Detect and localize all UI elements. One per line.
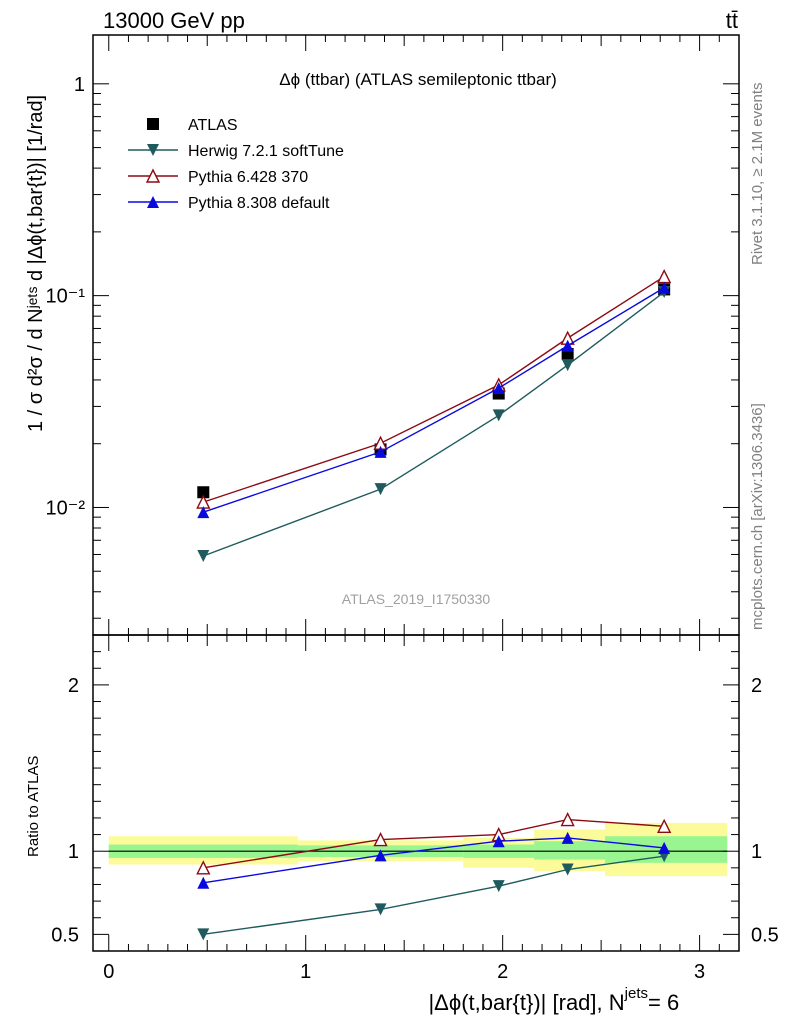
ratio-frame	[92, 634, 740, 952]
header-right: tt̄	[726, 8, 738, 33]
main-point-herwig-7-2-1-softtune	[197, 550, 210, 563]
ratio-ytick-label: 0.5	[51, 924, 79, 946]
legend-label: Pythia 8.308 default	[188, 195, 330, 212]
ratio-point-herwig-7-2-1-softtune	[197, 928, 210, 941]
legend-label: ATLAS	[188, 117, 238, 134]
ratio-point-pythia-6-428-370	[373, 832, 388, 847]
mcplots-label: mcplots.cern.ch [arXiv:1306.3436]	[749, 403, 766, 630]
legend-marker	[147, 118, 159, 130]
main-point-herwig-7-2-1-softtune	[374, 483, 387, 496]
x-axis-label: |Δϕ(t,bar{t})| [rad], Njets	[428, 985, 648, 1015]
main-line-pythia-6-428-370	[203, 276, 665, 503]
header-left: 13000 GeV pp	[103, 8, 245, 33]
ratio-point-pythia-8-308-default	[197, 876, 210, 889]
ratio-point-herwig-7-2-1-softtune	[374, 903, 387, 916]
legend-marker	[147, 144, 159, 156]
ratio-point-pythia-6-428-370	[196, 860, 211, 875]
legend: ATLAS Herwig 7.2.1 softTune Pythia 6.428 3…	[128, 117, 344, 212]
ratio-point-pythia-8-308-default	[561, 831, 574, 844]
ratio-point-pythia-8-308-default	[374, 849, 387, 862]
main-ytick-label: 1	[74, 74, 85, 96]
x-axis-label-suffix: = 6	[648, 990, 679, 1015]
ratio-point-pythia-6-428-370	[657, 818, 672, 833]
ratio-point-herwig-7-2-1-softtune	[492, 880, 505, 893]
main-point-pythia-8-308-default	[561, 339, 574, 352]
ratio-point-pythia-8-308-default	[658, 841, 671, 854]
main-point-pythia-6-428-370	[657, 269, 672, 284]
legend-label: Herwig 7.2.1 softTune	[188, 143, 344, 160]
ratio-xtick-label: 2	[497, 961, 508, 983]
legend-label: Pythia 6.428 370	[188, 169, 308, 186]
main-point-pythia-8-308-default	[197, 506, 210, 519]
main-panel: 10⁻² 10⁻¹ 1 Δϕ (ttbar) (ATLAS semileptonic…	[25, 34, 740, 636]
main-line-herwig-7-2-1-softtune	[203, 291, 665, 557]
x-axis-label-sup: jets	[624, 985, 648, 1002]
main-ylabel: 1 / σ d²σ / d Nʲᵉᵗˢ d |Δϕ(t,bar{t})| [1/…	[25, 95, 47, 432]
main-point-pythia-8-308-default	[374, 445, 387, 458]
ratio-xtick-label: 1	[300, 961, 311, 983]
rivet-label: Rivet 3.1.10, ≥ 2.1M events	[749, 83, 766, 266]
main-point-herwig-7-2-1-softtune	[492, 409, 505, 422]
ratio-ytick-label-right: 0.5	[751, 924, 779, 946]
ratio-band-inner	[534, 841, 606, 860]
legend-marker	[145, 168, 161, 183]
ratio-point-pythia-8-308-default	[492, 835, 505, 848]
main-point-herwig-7-2-1-softtune	[561, 359, 574, 372]
ratio-ytick-label-right: 2	[751, 675, 762, 697]
main-ytick-label: 10⁻²	[46, 497, 86, 519]
legend-marker	[147, 196, 159, 208]
ratio-ytick-label: 1	[68, 841, 79, 863]
ratio-point-pythia-6-428-370	[560, 812, 575, 827]
main-point-pythia-8-308-default	[492, 382, 505, 395]
main-point-atlas	[197, 486, 210, 499]
main-point-pythia-8-308-default	[658, 281, 671, 294]
ratio-ylabel: Ratio to ATLAS	[25, 756, 42, 857]
plot-title: Δϕ (ttbar) (ATLAS semileptonic ttbar)	[279, 70, 557, 89]
ratio-xtick-label: 0	[103, 961, 114, 983]
ratio-panel: 0.5 0.5 1 1 2 2 0 1 2 3 Ratio to ATLAS |Δϕ(t,bar{…	[25, 634, 779, 1015]
ratio-ytick-label-right: 1	[751, 841, 762, 863]
ratio-ytick-label: 2	[68, 675, 79, 697]
main-ytick-label: 10⁻¹	[46, 286, 86, 308]
ratio-xtick-label: 3	[694, 961, 705, 983]
x-axis-label-main: |Δϕ(t,bar{t})| [rad], N	[428, 990, 624, 1015]
watermark: ATLAS_2019_I1750330	[342, 591, 491, 607]
ratio-point-herwig-7-2-1-softtune	[561, 863, 574, 876]
